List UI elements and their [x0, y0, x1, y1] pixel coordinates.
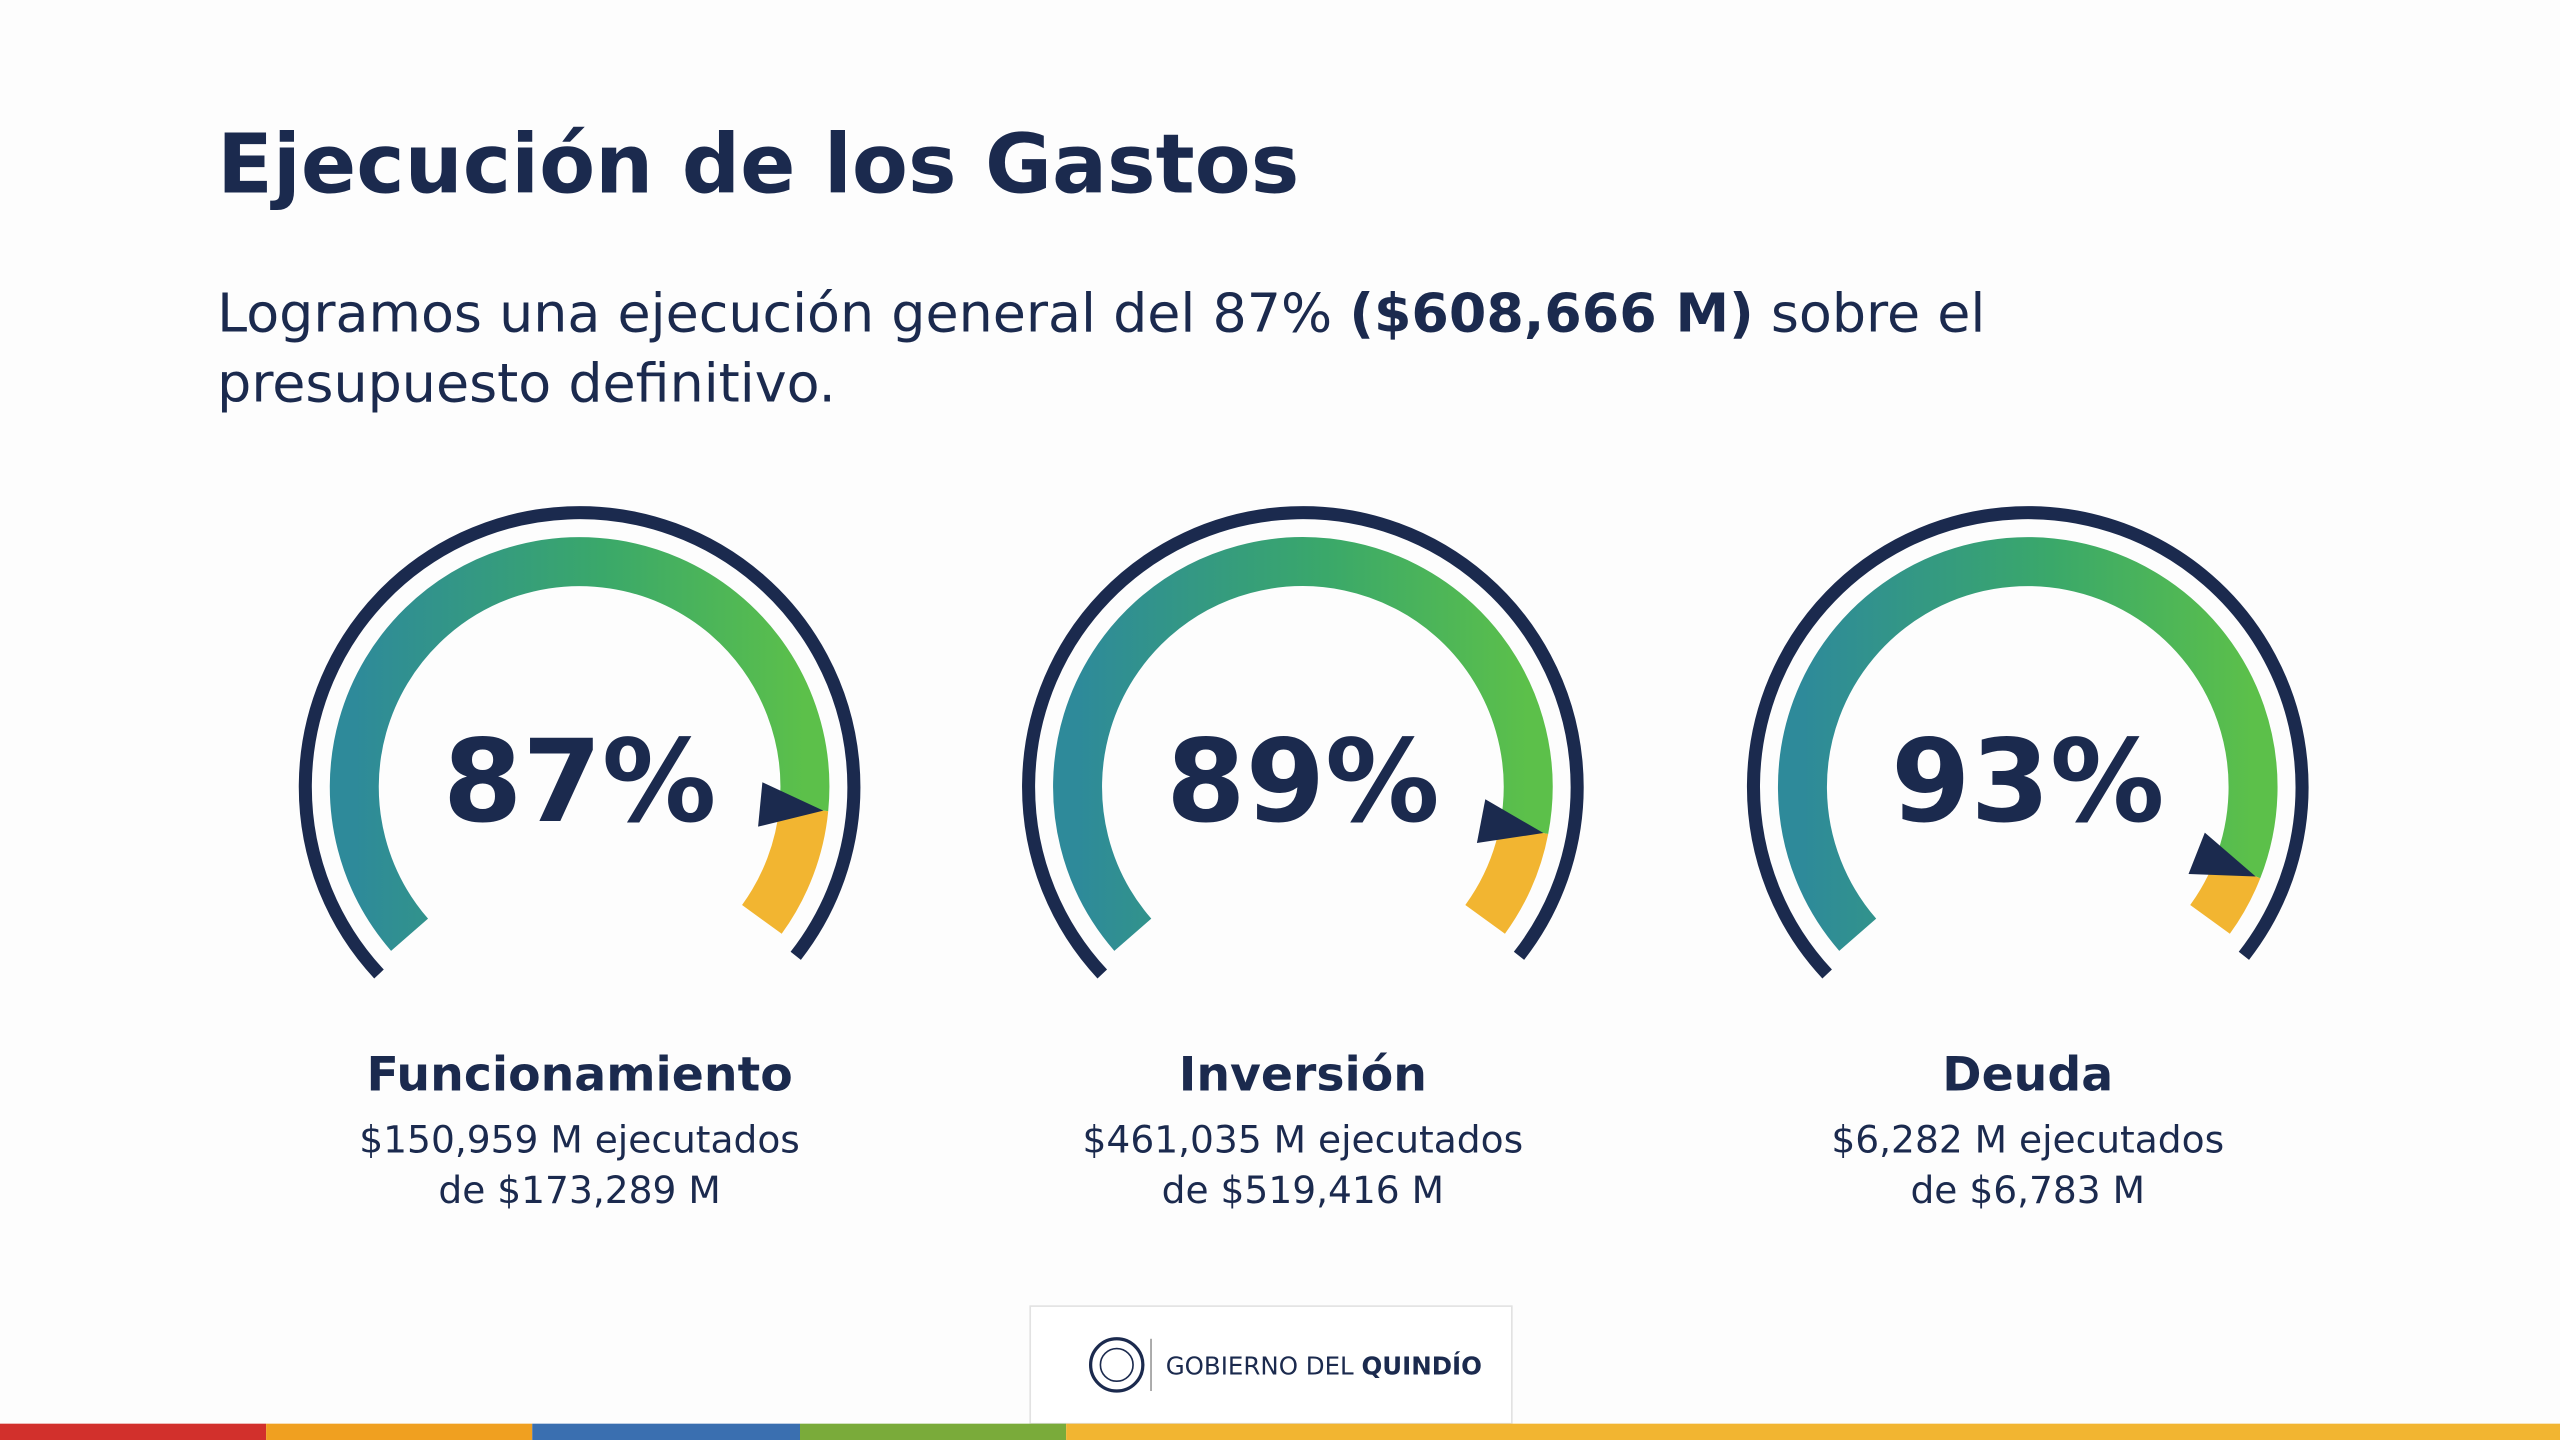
- subtitle-bold: ($608,666 M): [1349, 281, 1753, 344]
- strip: [1066, 1423, 2560, 1440]
- strip: [0, 1423, 267, 1440]
- subtitle-text: Logramos una ejecución general del 87%: [217, 281, 1349, 344]
- subtitle-text: presupuesto definitivo.: [217, 352, 836, 415]
- gauge-rest: [1464, 824, 1549, 934]
- gauge-fill: [1777, 537, 2278, 951]
- gauge-needle: [2188, 832, 2256, 877]
- footer-prefix: GOBIERNO DEL: [1166, 1352, 1354, 1381]
- gauge-needle: [758, 782, 824, 827]
- gauge-rim: [1746, 506, 2309, 979]
- gauge-value-label: 93%: [1891, 715, 2165, 848]
- title: Ejecución de los Gastos: [217, 118, 1299, 213]
- gauge-rim: [1022, 506, 1584, 979]
- subtitle-text: sobre el: [1754, 281, 1986, 344]
- gauge-detail: $461,035 M ejecutados: [1083, 1118, 1524, 1162]
- gauge-needle: [1476, 799, 1544, 843]
- subtitle: Logramos una ejecución general del 87% (…: [217, 281, 2002, 414]
- gauges: 87% Funcionamiento $150,959 M ejecutados de…: [298, 506, 2309, 1212]
- gauge-fill: [1053, 537, 1553, 951]
- gauge-detail: de $519,416 M: [1162, 1168, 1444, 1212]
- gauge-fill: [329, 537, 830, 951]
- gauge-rim: [298, 506, 861, 979]
- gauge-detail: de $173,289 M: [438, 1168, 720, 1212]
- gauge-rest: [2189, 859, 2261, 934]
- footer-box: [1029, 1305, 1513, 1425]
- seal: [1088, 1337, 1145, 1393]
- strip: [532, 1423, 800, 1440]
- gauge-detail: $6,282 M ejecutados: [1831, 1118, 2224, 1162]
- gauge-label: Funcionamiento: [366, 1048, 792, 1103]
- gauge-detail: de $6,783 M: [1910, 1168, 2145, 1212]
- gauge-label: Inversión: [1179, 1048, 1427, 1103]
- gauge-value-label: 87%: [443, 715, 717, 848]
- strip: [266, 1423, 533, 1440]
- gauge-detail: $150,959 M ejecutados: [359, 1118, 800, 1162]
- strip: [800, 1423, 1067, 1440]
- footer-name: QUINDÍO: [1361, 1352, 1481, 1381]
- footer-text: GOBIERNO DEL QUINDÍO: [1166, 1352, 1482, 1381]
- gauge-value-label: 89%: [1166, 715, 1440, 848]
- seal: [1099, 1347, 1134, 1383]
- gauge-label: Deuda: [1942, 1048, 2113, 1103]
- gauge-rest: [741, 805, 829, 934]
